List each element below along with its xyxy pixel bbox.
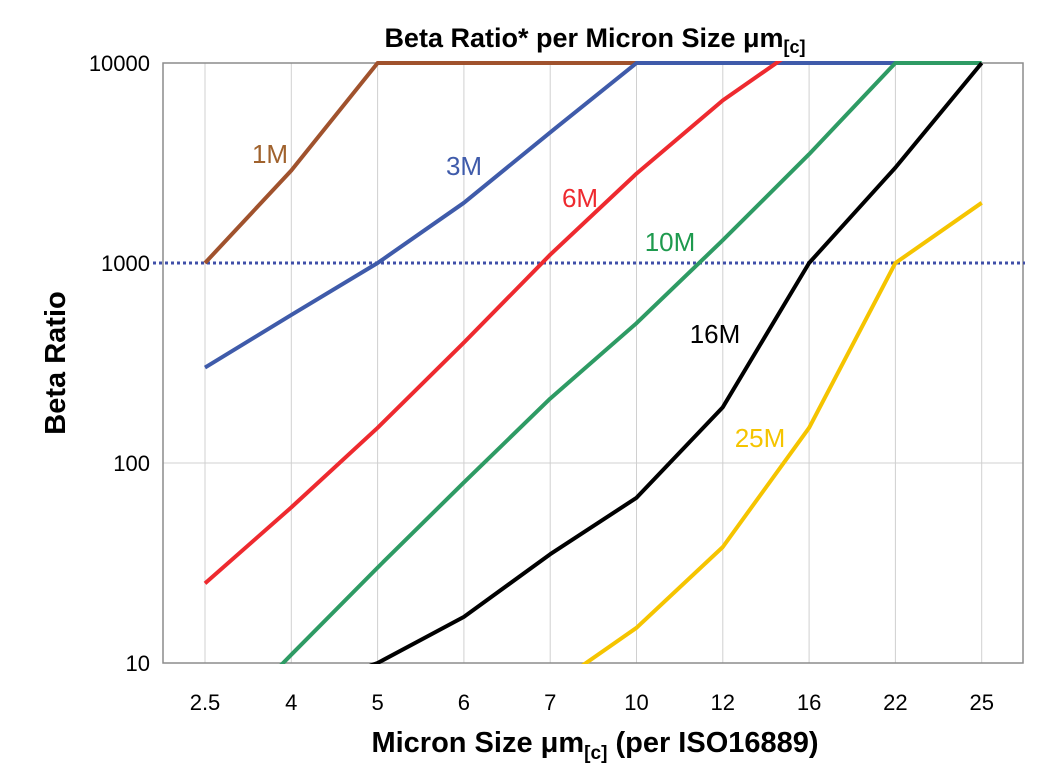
series-line-6M [203, 61, 783, 585]
x-tick-label: 22 [883, 690, 907, 715]
y-tick-label: 10000 [89, 51, 150, 76]
x-tick-label: 6 [458, 690, 470, 715]
series-label-16M: 16M [690, 319, 741, 349]
y-axis-label: Beta Ratio [40, 291, 72, 434]
series-label-6M: 6M [562, 183, 598, 213]
x-tick-label: 7 [544, 690, 556, 715]
series-label-1M: 1M [252, 139, 288, 169]
series-label-3M: 3M [446, 151, 482, 181]
series-line-16M [368, 61, 984, 664]
series-line-1M [203, 61, 637, 265]
y-tick-label: 10 [126, 651, 150, 676]
x-tick-label: 5 [371, 690, 383, 715]
series-label-25M: 25M [735, 423, 786, 453]
x-tick-label: 2.5 [190, 690, 221, 715]
x-axis-label: Micron Size μm[c] (per ISO16889) [371, 727, 818, 764]
plot-lines [203, 61, 984, 664]
series-label-10M: 10M [645, 227, 696, 257]
y-tick-label: 100 [113, 451, 150, 476]
series-line-25M [581, 201, 983, 664]
x-tick-label: 25 [969, 690, 993, 715]
chart-title: Beta Ratio* per Micron Size μm[c] [384, 23, 805, 57]
x-tick-label: 16 [797, 690, 821, 715]
x-tick-label: 10 [624, 690, 648, 715]
ticks: 2.5 4 5 6 7 10 12 16 22 25 10 100 1000 10000 [89, 51, 994, 715]
x-tick-label: 12 [711, 690, 735, 715]
x-tick-label: 4 [285, 690, 297, 715]
y-tick-label: 1000 [101, 251, 150, 276]
series-line-3M [203, 61, 896, 370]
series-labels: 1M 3M 6M 10M 16M 25M [252, 139, 785, 453]
series-line-10M [279, 61, 982, 664]
